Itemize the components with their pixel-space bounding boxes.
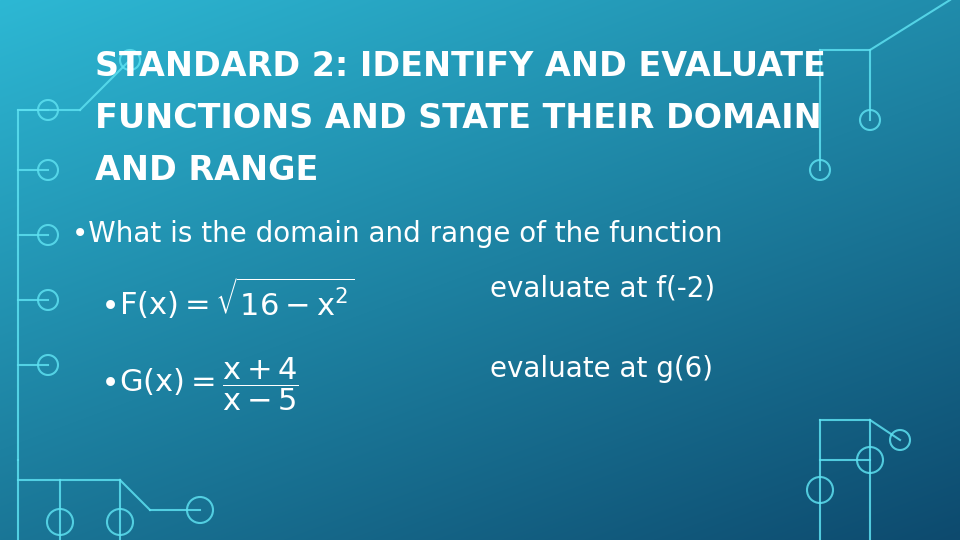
Text: $\bullet\mathsf{G(x) = \dfrac{x+4}{x-5}}$: $\bullet\mathsf{G(x) = \dfrac{x+4}{x-5}}… — [100, 355, 299, 413]
Text: •What is the domain and range of the function: •What is the domain and range of the fun… — [72, 220, 723, 248]
Text: $\bullet\mathsf{F(x) = \sqrt{16 - x^2}}$: $\bullet\mathsf{F(x) = \sqrt{16 - x^2}}$ — [100, 275, 355, 321]
Text: evaluate at g(6): evaluate at g(6) — [490, 355, 713, 383]
Text: evaluate at f(-2): evaluate at f(-2) — [490, 275, 715, 303]
Text: FUNCTIONS AND STATE THEIR DOMAIN: FUNCTIONS AND STATE THEIR DOMAIN — [95, 102, 822, 135]
Text: AND RANGE: AND RANGE — [95, 154, 319, 187]
Text: STANDARD 2: IDENTIFY AND EVALUATE: STANDARD 2: IDENTIFY AND EVALUATE — [95, 50, 826, 83]
